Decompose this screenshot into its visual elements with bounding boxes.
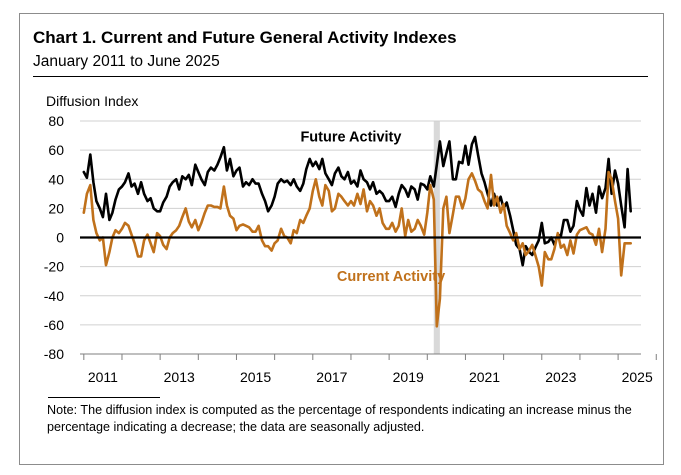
- x-tick-label: 2023: [545, 369, 576, 385]
- chart-title: Chart 1. Current and Future General Acti…: [33, 28, 457, 47]
- chart-note: Note: The diffusion index is computed as…: [47, 403, 632, 434]
- y-tick-label: -60: [44, 317, 64, 333]
- x-tick-label: 2021: [469, 369, 500, 385]
- title-divider: [33, 76, 648, 77]
- y-tick-label: 60: [48, 142, 64, 158]
- x-tick-label: 2017: [316, 369, 347, 385]
- y-tick-label: 0: [56, 230, 64, 246]
- y-tick-label: -20: [44, 259, 64, 275]
- y-tick-label: 80: [48, 113, 64, 129]
- line-chart: -80 -60 -40 -20 0 20 40 60 80 2011 2013 2015 2017 201…: [44, 113, 657, 385]
- x-tick-label: 2011: [88, 369, 118, 385]
- y-tick-label: -80: [44, 346, 64, 362]
- chart-frame: Chart 1. Current and Future General Acti…: [19, 13, 664, 465]
- note-divider: [48, 397, 160, 398]
- y-tick-label: -40: [44, 288, 64, 304]
- y-axis-label: Diffusion Index: [46, 93, 139, 109]
- current-activity-label: Current Activity: [337, 269, 445, 285]
- chart-subtitle: January 2011 to June 2025: [33, 53, 220, 70]
- future-activity-line: [82, 135, 632, 267]
- y-tick-label: 20: [48, 200, 64, 216]
- future-activity-label: Future Activity: [300, 129, 401, 145]
- x-tick-label: 2013: [164, 369, 195, 385]
- current-activity-line: [82, 170, 632, 328]
- x-tick-label: 2015: [240, 369, 271, 385]
- y-tick-label: 40: [48, 171, 64, 187]
- x-tick-label: 2025: [622, 369, 653, 385]
- x-tick-label: 2019: [393, 369, 424, 385]
